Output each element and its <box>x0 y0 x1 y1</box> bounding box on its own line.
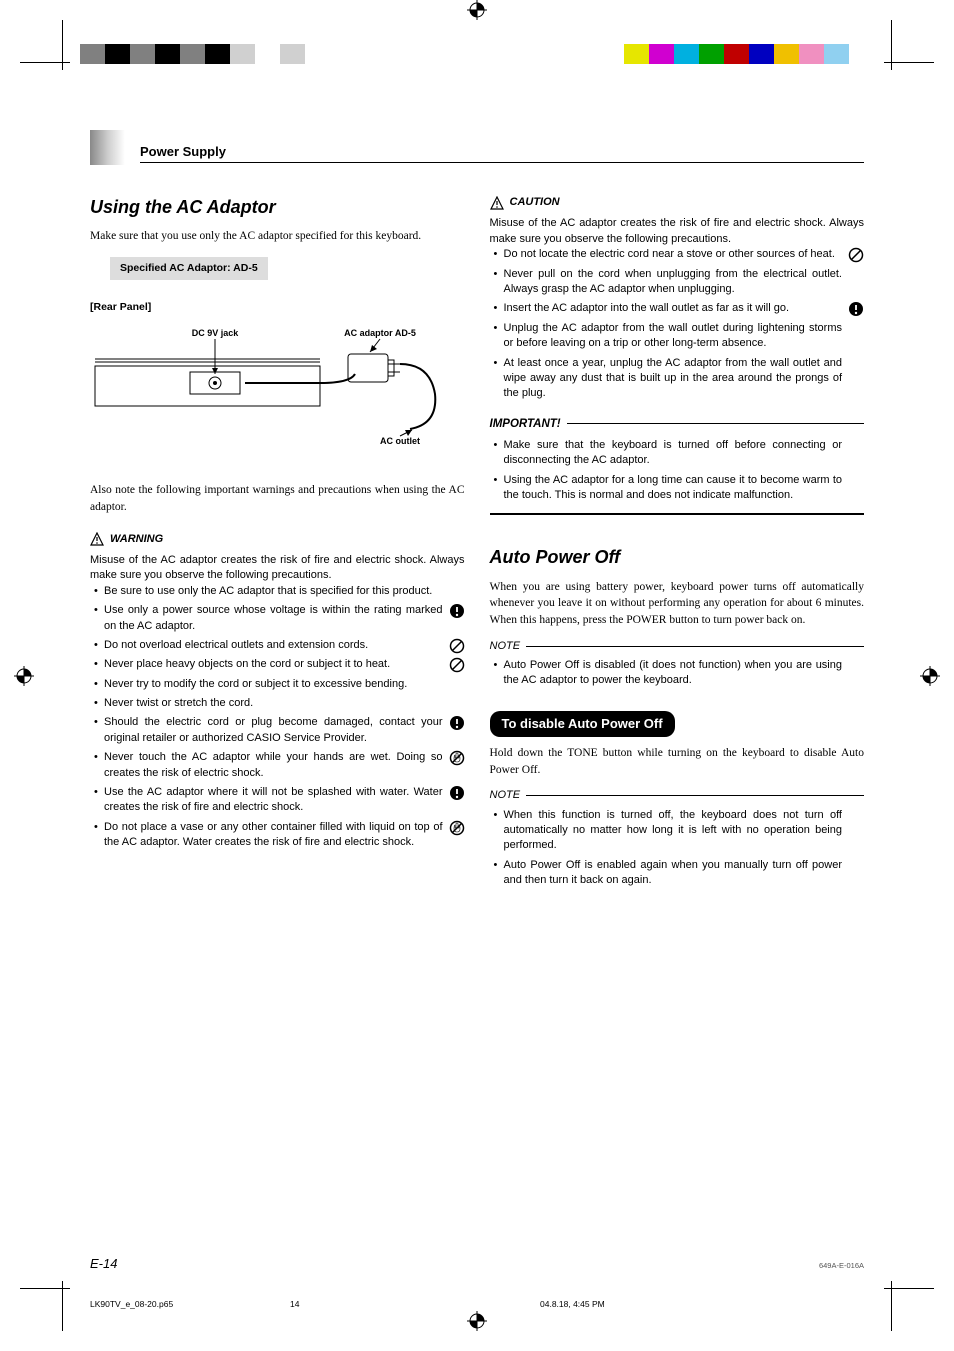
footer-filename: LK90TV_e_08-20.p65 <box>90 1299 290 1309</box>
warning-list: Be sure to use only the AC adaptor that … <box>90 584 465 851</box>
list-item: Should the electric cord or plug become … <box>90 715 465 746</box>
important-label: IMPORTANT! <box>490 416 561 432</box>
excl-icon <box>449 785 465 801</box>
caution-list: Do not locate the electric cord near a s… <box>490 247 865 402</box>
diag-outlet-label: AC outlet <box>380 436 420 446</box>
list-item: Never place heavy objects on the cord or… <box>90 657 465 672</box>
disable-text: Hold down the TONE button while turning … <box>490 745 865 778</box>
list-item: Never try to modify the cord or subject … <box>90 677 465 692</box>
nohand-icon <box>449 820 465 836</box>
nohand-icon <box>449 750 465 766</box>
list-item: Be sure to use only the AC adaptor that … <box>90 584 465 599</box>
caution-triangle-icon <box>490 196 504 210</box>
list-item: Do not overload electrical outlets and e… <box>90 638 465 653</box>
prohibit-icon <box>449 638 465 654</box>
doc-id: 649A-E-016A <box>819 1261 864 1270</box>
print-footer: LK90TV_e_08-20.p65 14 04.8.18, 4:45 PM <box>90 1299 864 1309</box>
page-number: E-14 <box>90 1256 117 1271</box>
list-item: Insert the AC adaptor into the wall outl… <box>490 301 865 316</box>
header-tab-icon <box>90 130 125 165</box>
left-column: Using the AC Adaptor Make sure that you … <box>90 195 465 893</box>
list-item: At least once a year, unplug the AC adap… <box>490 356 865 402</box>
caution-label: CAUTION <box>510 195 560 210</box>
note-list: Auto Power Off is disabled (it does not … <box>490 658 865 689</box>
diag-adaptor-label: AC adaptor AD-5 <box>344 328 416 338</box>
excl-icon <box>848 301 864 317</box>
list-item: Use the AC adaptor where it will not be … <box>90 785 465 816</box>
section-heading: Auto Power Off <box>490 545 865 570</box>
note-list: When this function is turned off, the ke… <box>490 808 865 889</box>
important-list: Make sure that the keyboard is turned of… <box>490 438 865 504</box>
section-heading: Using the AC Adaptor <box>90 195 465 220</box>
note-label: NOTE <box>490 788 521 803</box>
also-note-text: Also note the following important warnin… <box>90 482 465 515</box>
page-header: Power Supply <box>90 130 864 165</box>
caution-intro: Misuse of the AC adaptor creates the ris… <box>490 216 865 247</box>
list-item: Auto Power Off is enabled again when you… <box>490 858 865 889</box>
ac-adaptor-diagram: DC 9V jack AC adaptor AD-5 AC outlet <box>90 324 465 464</box>
footer-sheet: 14 <box>290 1299 540 1309</box>
rear-panel-label: [Rear Panel] <box>90 300 465 315</box>
diag-jack-label: DC 9V jack <box>192 328 240 338</box>
excl-icon <box>449 715 465 731</box>
list-item: Using the AC adaptor for a long time can… <box>490 473 865 504</box>
spec-adaptor-box: Specified AC Adaptor: AD-5 <box>110 257 268 280</box>
header-title: Power Supply <box>140 132 864 159</box>
list-item: Never twist or stretch the cord. <box>90 696 465 711</box>
list-item: Make sure that the keyboard is turned of… <box>490 438 865 469</box>
warning-label: WARNING <box>110 532 163 547</box>
prohibit-icon <box>848 247 864 263</box>
list-item: Unplug the AC adaptor from the wall outl… <box>490 321 865 352</box>
list-item: Do not place a vase or any other contain… <box>90 820 465 851</box>
prohibit-icon <box>449 657 465 673</box>
footer-date: 04.8.18, 4:45 PM <box>540 1299 864 1309</box>
page-footer: E-14 649A-E-016A <box>90 1256 864 1271</box>
list-item: Auto Power Off is disabled (it does not … <box>490 658 865 689</box>
list-item: When this function is turned off, the ke… <box>490 808 865 854</box>
excl-icon <box>449 603 465 619</box>
intro-text: Make sure that you use only the AC adapt… <box>90 228 465 245</box>
warning-intro: Misuse of the AC adaptor creates the ris… <box>90 553 465 584</box>
list-item: Use only a power source whose voltage is… <box>90 603 465 634</box>
warning-triangle-icon <box>90 532 104 546</box>
note-label: NOTE <box>490 639 521 654</box>
right-column: CAUTION Misuse of the AC adaptor creates… <box>490 195 865 893</box>
subsection-heading: To disable Auto Power Off <box>490 711 675 737</box>
list-item: Do not locate the electric cord near a s… <box>490 247 865 262</box>
list-item: Never touch the AC adaptor while your ha… <box>90 750 465 781</box>
auto-power-text: When you are using battery power, keyboa… <box>490 579 865 629</box>
list-item: Never pull on the cord when unplugging f… <box>490 267 865 298</box>
